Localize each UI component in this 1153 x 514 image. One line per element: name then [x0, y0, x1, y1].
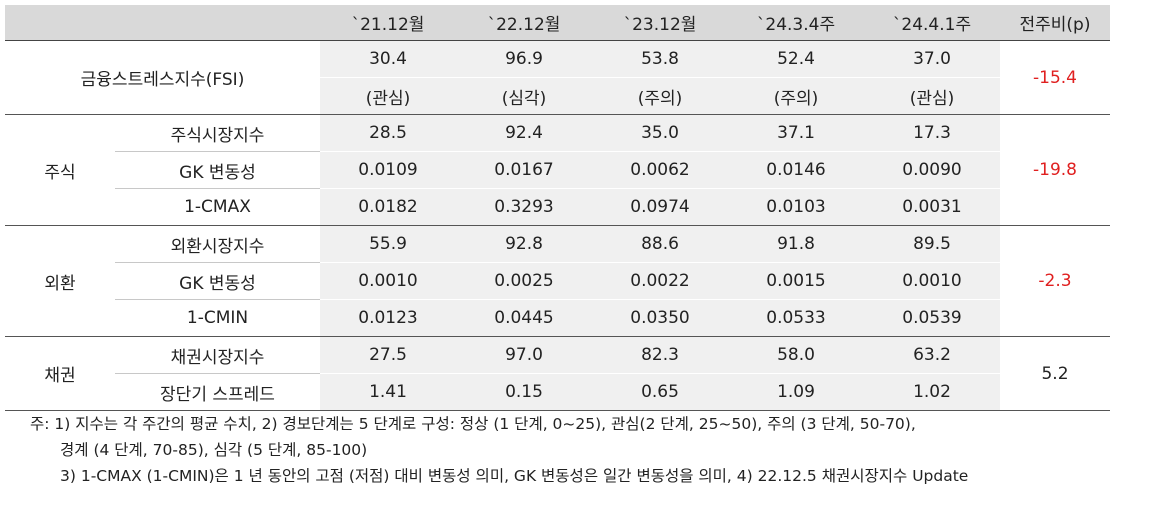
table-cell: 0.0182	[320, 188, 456, 226]
row-label: 1-CMAX	[115, 188, 320, 226]
note-line: 주: 1) 지수는 각 주간의 평균 수치, 2) 경보단계는 5 단계로 구성…	[30, 415, 916, 433]
table-row: GK 변동성 0.0010 0.0025 0.0022 0.0015 0.001…	[5, 262, 1110, 300]
table-cell: 17.3	[864, 114, 1000, 152]
table-cell: 1.41	[320, 373, 456, 411]
table-cell: 27.5	[320, 336, 456, 374]
note-line: 3) 1-CMAX (1-CMIN)은 1 년 동안의 고점 (저점) 대비 변…	[60, 467, 969, 485]
table-cell: (심각)	[456, 77, 592, 115]
row-label: 외환시장지수	[115, 225, 320, 263]
table-row: 외환 외환시장지수 55.9 92.8 88.6 91.8 89.5 -2.3	[5, 225, 1110, 337]
table-cell: 82.3	[592, 336, 728, 374]
fsi-change: -15.4	[1000, 40, 1110, 115]
table-cell: 1.02	[864, 373, 1000, 411]
row-label: 주식시장지수	[115, 114, 320, 152]
table-notes: 주: 1) 지수는 각 주간의 평균 수치, 2) 경보단계는 5 단계로 구성…	[30, 411, 968, 489]
table-row: 1-CMAX 0.0182 0.3293 0.0974 0.0103 0.003…	[5, 188, 1110, 226]
fsi-label: 금융스트레스지수(FSI)	[5, 40, 320, 115]
table-cell: 30.4	[320, 40, 456, 78]
group-label: 채권	[5, 336, 115, 411]
header-col: `24.3.4주	[728, 5, 864, 41]
table-cell: 0.0123	[320, 299, 456, 337]
header-col: `21.12월	[320, 5, 456, 41]
table-cell: 53.8	[592, 40, 728, 78]
table-cell: (관심)	[320, 77, 456, 115]
table-cell: 92.4	[456, 114, 592, 152]
table-row: 주식 주식시장지수 28.5 92.4 35.0 37.1 17.3 -19.8	[5, 114, 1110, 226]
row-label: 채권시장지수	[115, 336, 320, 374]
table-cell: 0.15	[456, 373, 592, 411]
table-cell: 0.0010	[320, 262, 456, 300]
table-row: 1-CMIN 0.0123 0.0445 0.0350 0.0533 0.053…	[5, 299, 1110, 337]
table-cell: 96.9	[456, 40, 592, 78]
header-col: 전주비(p)	[1000, 5, 1110, 41]
table-cell: 92.8	[456, 225, 592, 263]
table-cell: 0.0445	[456, 299, 592, 337]
table-cell: 0.0350	[592, 299, 728, 337]
table-cell: 0.0167	[456, 151, 592, 189]
fsi-value-row: 금융스트레스지수(FSI) 30.4 96.9 53.8 52.4 37.0 -…	[5, 40, 1110, 115]
group-label: 외환	[5, 225, 115, 337]
table-cell: 0.0015	[728, 262, 864, 300]
group-label: 주식	[5, 114, 115, 226]
group-change: -2.3	[1000, 225, 1110, 337]
table-row: 장단기 스프레드 1.41 0.15 0.65 1.09 1.02	[5, 373, 1110, 411]
row-label: GK 변동성	[115, 151, 320, 189]
header-blank	[5, 5, 320, 41]
fsi-table-container: `21.12월 `22.12월 `23.12월 `24.3.4주 `24.4.1…	[5, 5, 1110, 411]
table-cell: (주의)	[592, 77, 728, 115]
table-cell: 91.8	[728, 225, 864, 263]
table-cell: 1.09	[728, 373, 864, 411]
row-label: 장단기 스프레드	[115, 373, 320, 411]
table-cell: 0.0109	[320, 151, 456, 189]
table-cell: 37.1	[728, 114, 864, 152]
row-label: GK 변동성	[115, 262, 320, 300]
table-cell: 35.0	[592, 114, 728, 152]
table-cell: 0.65	[592, 373, 728, 411]
table-cell: 0.0539	[864, 299, 1000, 337]
table-cell: 0.0062	[592, 151, 728, 189]
table-cell: 52.4	[728, 40, 864, 78]
table-cell: 0.0974	[592, 188, 728, 226]
header-col: `22.12월	[456, 5, 592, 41]
table-cell: 0.0090	[864, 151, 1000, 189]
table-cell: 0.0103	[728, 188, 864, 226]
row-label: 1-CMIN	[115, 299, 320, 337]
table-cell: 89.5	[864, 225, 1000, 263]
table-cell: (관심)	[864, 77, 1000, 115]
fsi-table: `21.12월 `22.12월 `23.12월 `24.3.4주 `24.4.1…	[5, 5, 1110, 411]
table-cell: 0.0031	[864, 188, 1000, 226]
table-cell: 0.0146	[728, 151, 864, 189]
table-row: 채권 채권시장지수 27.5 97.0 82.3 58.0 63.2 5.2	[5, 336, 1110, 411]
table-cell: (주의)	[728, 77, 864, 115]
table-cell: 0.0025	[456, 262, 592, 300]
table-cell: 0.0010	[864, 262, 1000, 300]
table-cell: 88.6	[592, 225, 728, 263]
table-row: GK 변동성 0.0109 0.0167 0.0062 0.0146 0.009…	[5, 151, 1110, 189]
table-cell: 0.3293	[456, 188, 592, 226]
table-cell: 55.9	[320, 225, 456, 263]
table-cell: 97.0	[456, 336, 592, 374]
table-cell: 63.2	[864, 336, 1000, 374]
note-line: 경계 (4 단계, 70-85), 심각 (5 단계, 85-100)	[60, 441, 368, 459]
table-cell: 28.5	[320, 114, 456, 152]
table-cell: 58.0	[728, 336, 864, 374]
table-cell: 0.0533	[728, 299, 864, 337]
table-cell: 0.0022	[592, 262, 728, 300]
header-col: `24.4.1주	[864, 5, 1000, 41]
group-change: 5.2	[1000, 336, 1110, 411]
header-col: `23.12월	[592, 5, 728, 41]
fsi-level-row: (관심) (심각) (주의) (주의) (관심)	[5, 77, 1110, 115]
group-change: -19.8	[1000, 114, 1110, 226]
table-cell: 37.0	[864, 40, 1000, 78]
header-row: `21.12월 `22.12월 `23.12월 `24.3.4주 `24.4.1…	[5, 5, 1110, 41]
